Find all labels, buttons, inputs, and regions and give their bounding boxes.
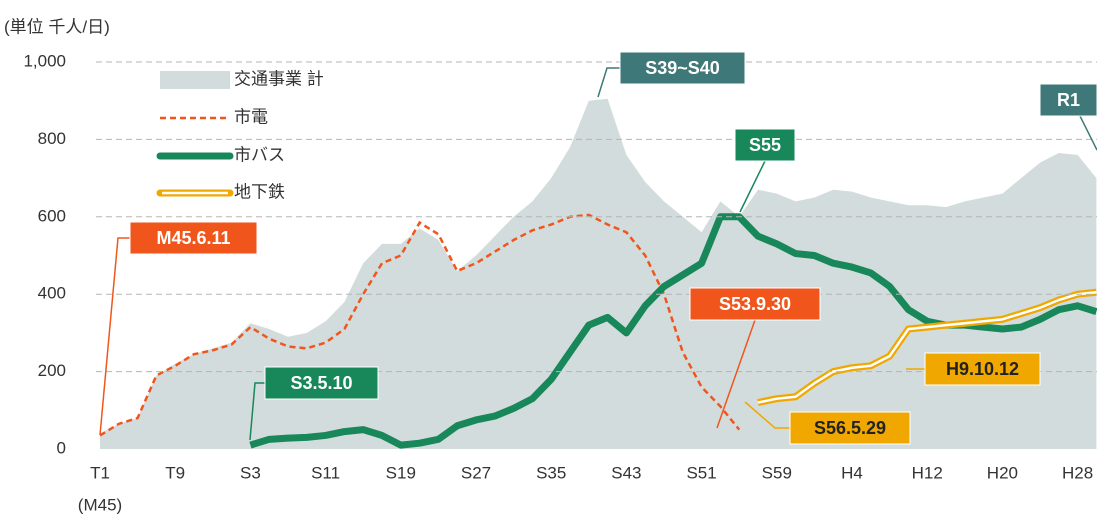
subway-line-inner bbox=[757, 291, 1097, 404]
annotation-label: S53.9.30 bbox=[719, 294, 791, 314]
annotation-box bbox=[264, 366, 379, 400]
total-area bbox=[100, 98, 1097, 449]
y-tick-label: 400 bbox=[38, 284, 66, 303]
annotation-leader bbox=[1079, 115, 1097, 151]
y-tick-label: 600 bbox=[38, 206, 66, 225]
unit-label: (単位 千人/日) bbox=[4, 17, 110, 36]
x-tick-label: S19 bbox=[386, 463, 416, 482]
annotation-leader bbox=[716, 319, 756, 429]
legend-label: 交通事業 計 bbox=[234, 69, 324, 88]
legend-label: 市電 bbox=[234, 107, 268, 126]
annotation-box bbox=[1039, 83, 1097, 117]
annotation-leader bbox=[249, 382, 265, 441]
x-tick-label: S27 bbox=[461, 463, 491, 482]
x-tick-label: S11 bbox=[311, 463, 340, 482]
legend-swatch bbox=[160, 71, 230, 89]
x-tick-label: H4 bbox=[841, 463, 863, 482]
x-tick-label: S59 bbox=[762, 463, 792, 482]
annotation-label: S3.5.10 bbox=[290, 373, 352, 393]
annotation-leader bbox=[739, 160, 766, 213]
annotation-label: S55 bbox=[749, 135, 781, 155]
x-tick-label: H20 bbox=[987, 463, 1018, 482]
legend-label: 市バス bbox=[234, 145, 285, 164]
y-tick-label: 1,000 bbox=[23, 51, 66, 70]
y-tick-label: 200 bbox=[38, 361, 66, 380]
annotation-box bbox=[619, 51, 746, 85]
annotation-leader bbox=[99, 237, 130, 436]
annotation-box bbox=[924, 352, 1041, 386]
annotation-leader bbox=[597, 67, 620, 98]
x-tick-label: S3 bbox=[240, 463, 261, 482]
y-tick-label: 0 bbox=[57, 438, 66, 457]
annotation-box bbox=[689, 287, 821, 321]
x-tick-label: H28 bbox=[1062, 463, 1093, 482]
x-tick-label: S51 bbox=[686, 463, 716, 482]
x-sublabel: (M45) bbox=[78, 495, 122, 514]
x-tick-label: T1 bbox=[90, 463, 110, 482]
annotation-label: H9.10.12 bbox=[946, 359, 1019, 379]
annotation-box bbox=[129, 221, 258, 255]
tram-line bbox=[99, 213, 741, 437]
plot-area bbox=[99, 98, 1097, 449]
x-tick-label: H12 bbox=[912, 463, 943, 482]
annotation-label: S56.5.29 bbox=[814, 418, 886, 438]
y-tick-label: 800 bbox=[38, 129, 66, 148]
x-tick-label: T9 bbox=[165, 463, 185, 482]
annotation-box bbox=[734, 128, 796, 162]
x-tick-label: S43 bbox=[611, 463, 641, 482]
legend-label: 地下鉄 bbox=[234, 182, 285, 201]
x-tick-label: S35 bbox=[536, 463, 566, 482]
annotation-label: M45.6.11 bbox=[156, 228, 230, 248]
annotation-box bbox=[789, 411, 911, 445]
annotation-label: R1 bbox=[1057, 90, 1080, 110]
annotation-leader bbox=[744, 401, 790, 429]
annotation-label: S39~S40 bbox=[645, 58, 720, 78]
